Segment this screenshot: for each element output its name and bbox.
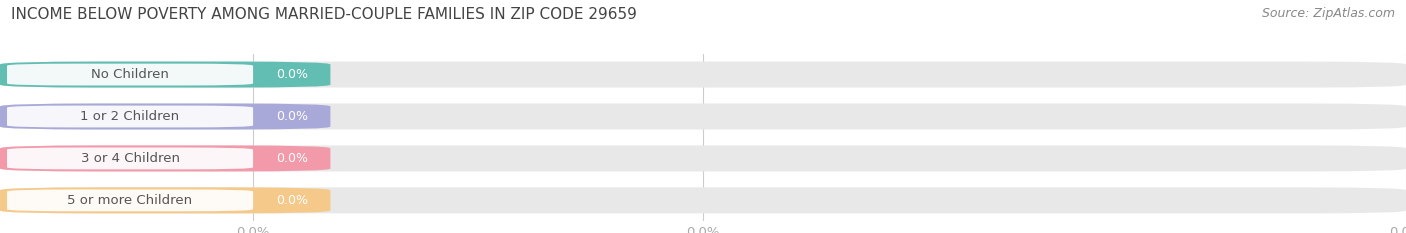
- FancyBboxPatch shape: [0, 187, 1406, 213]
- FancyBboxPatch shape: [7, 64, 253, 86]
- FancyBboxPatch shape: [0, 62, 1406, 88]
- Text: 3 or 4 Children: 3 or 4 Children: [80, 152, 180, 165]
- FancyBboxPatch shape: [0, 145, 1406, 171]
- FancyBboxPatch shape: [0, 187, 330, 213]
- FancyBboxPatch shape: [0, 103, 1406, 130]
- Text: 1 or 2 Children: 1 or 2 Children: [80, 110, 180, 123]
- FancyBboxPatch shape: [0, 103, 330, 130]
- Text: 0.0%: 0.0%: [276, 152, 308, 165]
- Text: 0.0%: 0.0%: [276, 194, 308, 207]
- Text: 0.0%: 0.0%: [276, 110, 308, 123]
- Text: 0.0%: 0.0%: [276, 68, 308, 81]
- FancyBboxPatch shape: [0, 145, 330, 171]
- Text: INCOME BELOW POVERTY AMONG MARRIED-COUPLE FAMILIES IN ZIP CODE 29659: INCOME BELOW POVERTY AMONG MARRIED-COUPL…: [11, 7, 637, 22]
- Text: No Children: No Children: [91, 68, 169, 81]
- FancyBboxPatch shape: [0, 62, 330, 88]
- FancyBboxPatch shape: [7, 147, 253, 169]
- FancyBboxPatch shape: [7, 106, 253, 127]
- FancyBboxPatch shape: [7, 189, 253, 211]
- Text: Source: ZipAtlas.com: Source: ZipAtlas.com: [1261, 7, 1395, 20]
- Text: 5 or more Children: 5 or more Children: [67, 194, 193, 207]
